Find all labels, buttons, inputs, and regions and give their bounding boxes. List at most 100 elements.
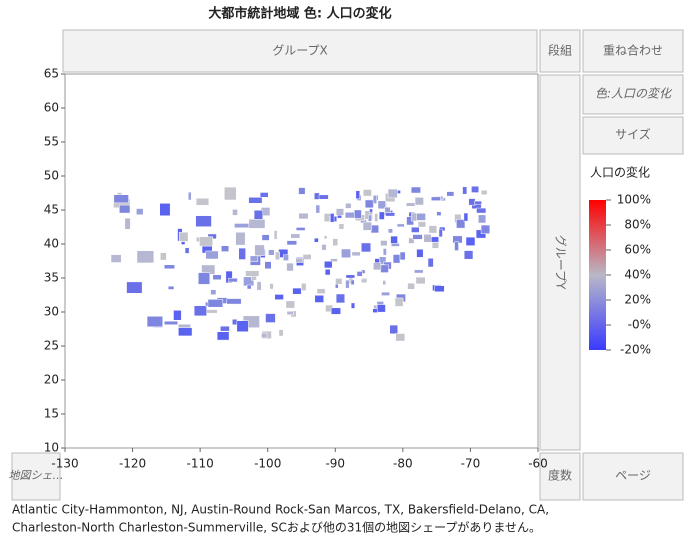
map-shape	[323, 235, 328, 240]
map-shape	[324, 269, 331, 276]
map-shape	[295, 257, 304, 263]
map-shape	[195, 197, 210, 206]
map-shape	[220, 325, 230, 332]
x-tick-label: -130	[51, 457, 78, 471]
map-shape	[391, 243, 400, 247]
map-shape	[436, 211, 442, 216]
map-shape	[476, 207, 487, 214]
map-shape	[126, 281, 143, 294]
map-shape-zone[interactable]	[11, 452, 61, 501]
map-shape	[178, 231, 189, 242]
map-shape	[248, 197, 263, 204]
map-shape	[463, 250, 474, 260]
map-shape	[286, 262, 294, 272]
map-shape	[380, 240, 388, 247]
map-shape	[350, 279, 355, 285]
map-shape	[361, 242, 372, 253]
map-shape	[316, 288, 326, 294]
footnote-line: Atlantic City-Hammonton, NJ, Austin-Roun…	[12, 503, 549, 517]
map-shape	[356, 271, 363, 277]
map-shape	[315, 204, 321, 214]
map-shape	[378, 211, 385, 220]
map-shape	[253, 209, 264, 221]
map-shape	[364, 199, 374, 209]
map-shape	[238, 247, 246, 260]
map-shape	[395, 333, 406, 342]
map-shape	[159, 203, 171, 217]
map-shape	[387, 188, 398, 199]
map-shape	[221, 245, 230, 252]
x-tick-label: -110	[187, 457, 214, 471]
size-label: サイズ	[615, 127, 651, 142]
map-shape	[410, 186, 421, 194]
map-shape	[268, 249, 275, 256]
map-shape	[136, 250, 155, 264]
map-shape	[184, 247, 190, 254]
map-shape	[415, 276, 426, 285]
y-tick-label: 45	[44, 203, 59, 217]
map-shape	[345, 279, 350, 289]
map-shape	[330, 213, 335, 223]
map-shape	[302, 254, 312, 260]
map-shape	[321, 244, 327, 251]
map-shape	[286, 240, 298, 246]
map-shape	[332, 238, 339, 246]
map-shape	[273, 230, 278, 240]
legend-tick-label: 20%	[624, 293, 651, 307]
map-shape	[314, 295, 324, 303]
freq-label: 度数	[548, 468, 572, 483]
overlay-zone[interactable]	[582, 29, 684, 73]
color-zone[interactable]	[582, 74, 684, 115]
map-shape	[298, 187, 306, 195]
x-tick-label: -100	[254, 457, 281, 471]
map-shape	[261, 234, 270, 241]
wrap-zone[interactable]	[539, 29, 581, 73]
map-shape	[290, 233, 301, 239]
map-shape	[465, 236, 476, 246]
map-shape	[181, 241, 186, 245]
legend-title: 人口の変化	[590, 165, 650, 180]
map-shape	[173, 310, 182, 321]
map-shape	[226, 298, 242, 305]
page-zone[interactable]	[582, 452, 684, 501]
map-shape	[136, 208, 144, 216]
map-shape	[318, 194, 329, 200]
map-shape	[330, 307, 341, 315]
y-tick-label: 65	[44, 67, 59, 81]
map-shape	[212, 274, 222, 280]
x-tick-label: -70	[461, 457, 481, 471]
map-shape	[195, 215, 212, 227]
y-tick-label: 20	[44, 373, 59, 387]
map-shape	[454, 241, 459, 251]
map-shape	[345, 203, 352, 209]
map-shape	[198, 272, 211, 285]
map-shape	[471, 185, 479, 193]
wrap-label: 段組	[548, 43, 572, 58]
map-shape	[205, 250, 219, 260]
map-shape	[254, 244, 265, 256]
group-x-label: グループX	[272, 44, 328, 58]
map-shape	[407, 282, 415, 290]
map-shape	[232, 319, 238, 326]
map-shape	[236, 320, 249, 332]
page-label: ページ	[615, 469, 651, 483]
legend-tick-label: -20%	[620, 343, 651, 357]
map-shape	[372, 195, 378, 204]
map-shape	[259, 192, 269, 198]
freq-zone[interactable]	[539, 452, 581, 501]
map-shape	[119, 204, 131, 214]
map-shape	[474, 200, 482, 205]
map-shape	[463, 212, 469, 222]
group-y-zone[interactable]	[539, 74, 581, 451]
map-shape	[298, 212, 309, 220]
map-shape	[345, 274, 356, 279]
map-shape	[232, 209, 238, 216]
map-shape	[278, 329, 284, 337]
map-shape	[295, 227, 306, 231]
map-shape	[146, 316, 163, 328]
map-shape	[369, 208, 373, 213]
map-shape	[160, 252, 167, 261]
map-shape	[434, 285, 445, 293]
group-x-zone[interactable]	[62, 29, 538, 73]
size-zone[interactable]	[582, 116, 684, 155]
